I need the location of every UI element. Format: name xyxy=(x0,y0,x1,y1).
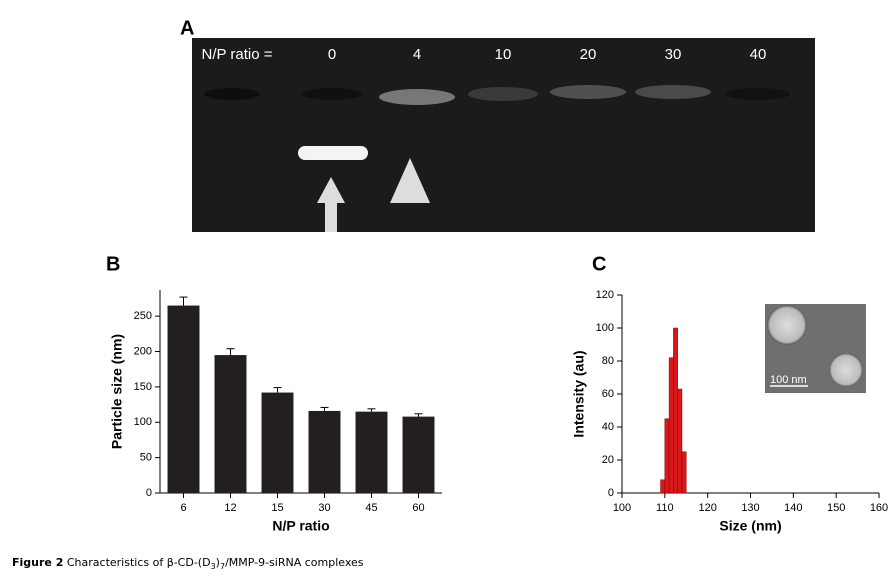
gel-image xyxy=(192,38,815,232)
x-tick-label: 120 xyxy=(698,502,716,514)
x-tick-label: 160 xyxy=(870,502,888,514)
x-tick-label: 15 xyxy=(271,502,283,514)
x-tick-label: 30 xyxy=(318,502,330,514)
caption-sub: 7 xyxy=(220,562,225,571)
y-tick-label: 150 xyxy=(134,381,152,393)
histogram-bar xyxy=(673,327,678,494)
y-axis-label: Intensity (au) xyxy=(571,350,587,437)
gel-bands xyxy=(204,85,790,160)
x-tick-label: 45 xyxy=(365,502,377,514)
arrow xyxy=(317,177,345,232)
y-tick-label: 20 xyxy=(602,454,614,466)
histogram-bar xyxy=(660,479,666,494)
histogram-bar xyxy=(668,357,674,494)
panel-label: A xyxy=(180,17,194,39)
scale-label: 100 nm xyxy=(770,374,807,386)
y-tick-label: 250 xyxy=(134,310,152,322)
y-tick-label: 0 xyxy=(608,487,614,499)
histogram-bar xyxy=(681,451,687,494)
bar xyxy=(261,392,294,493)
x-axis-label: N/P ratio xyxy=(272,518,329,534)
panel-label: B xyxy=(106,253,120,275)
x-axis-label: Size (nm) xyxy=(719,518,781,534)
lane-label: 40 xyxy=(750,46,767,63)
bar xyxy=(402,416,435,493)
inset-image: 100 nm xyxy=(765,304,866,393)
y-tick-label: 100 xyxy=(134,416,152,428)
lane-label: 20 xyxy=(580,46,597,63)
x-tick-label: 130 xyxy=(741,502,759,514)
bar xyxy=(308,410,341,493)
bar xyxy=(167,305,200,493)
bar xyxy=(214,355,247,493)
x-tick-label: 150 xyxy=(827,502,845,514)
panel-label: C xyxy=(592,253,606,275)
lane-label: 30 xyxy=(665,46,682,63)
histogram-bar xyxy=(677,388,683,494)
x-tick-label: 110 xyxy=(656,502,674,514)
lane-label: 0 xyxy=(328,46,336,63)
y-tick-label: 120 xyxy=(596,289,614,301)
y-tick-label: 0 xyxy=(146,487,152,499)
x-tick-label: 6 xyxy=(180,502,186,514)
arrowhead-marker xyxy=(390,158,430,203)
bar xyxy=(355,411,388,493)
caption-text: Characteristics of β-CD-(D xyxy=(67,556,211,569)
y-axis-label: Particle size (nm) xyxy=(109,334,125,449)
y-tick-label: 40 xyxy=(602,421,614,433)
lane-label: 4 xyxy=(413,46,421,63)
caption-label: Figure 2 xyxy=(12,556,63,569)
gel-header: N/P ratio = xyxy=(201,46,272,63)
y-tick-label: 80 xyxy=(602,355,614,367)
y-tick-label: 50 xyxy=(140,452,152,464)
x-tick-label: 60 xyxy=(412,502,424,514)
caption-text: ) xyxy=(216,556,220,569)
y-tick-label: 100 xyxy=(596,322,614,334)
histogram-bar xyxy=(664,418,670,494)
nanoparticle xyxy=(767,305,807,345)
caption: Figure 2 Characteristics of β-CD-(D3)7/M… xyxy=(12,556,364,571)
caption-sub: 3 xyxy=(211,562,216,571)
y-tick-label: 60 xyxy=(602,388,614,400)
y-tick-label: 200 xyxy=(134,345,152,357)
caption-text: /MMP-9-siRNA complexes xyxy=(225,556,364,569)
lane-label: 10 xyxy=(495,46,512,63)
x-tick-label: 140 xyxy=(784,502,802,514)
x-tick-label: 100 xyxy=(613,502,631,514)
nanoparticle xyxy=(829,353,863,387)
x-tick-label: 12 xyxy=(224,502,236,514)
